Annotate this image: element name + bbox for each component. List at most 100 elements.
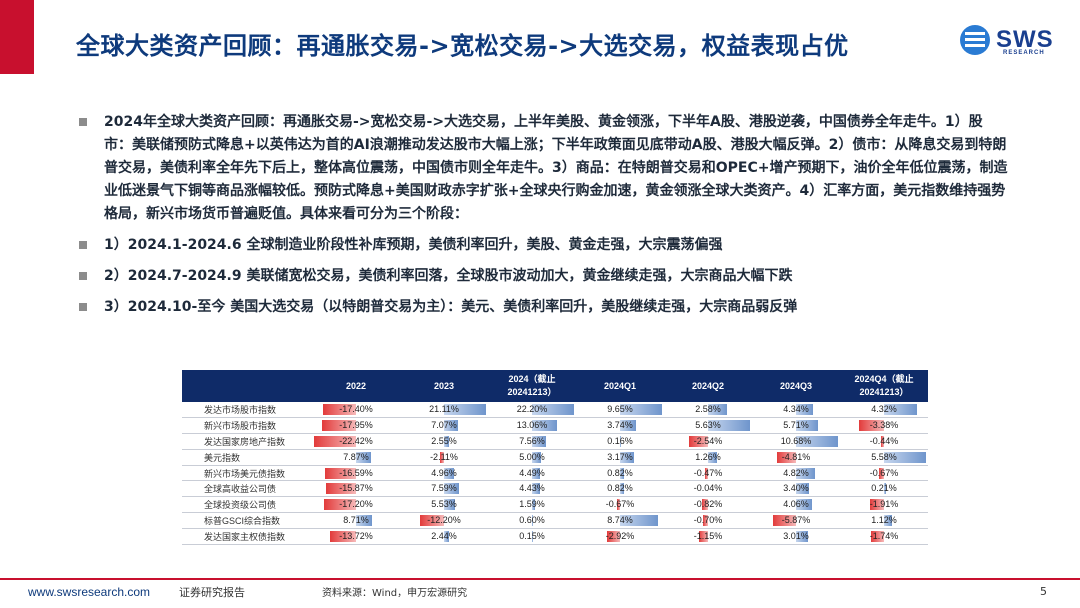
table-cell: 2.44% (400, 528, 488, 545)
cell-value: 4.43% (519, 483, 545, 494)
table-cell: -3.38% (840, 417, 928, 435)
cell-value: 5.00% (519, 451, 545, 462)
positive-data-bar (532, 436, 547, 448)
cell-value: 2.55% (431, 436, 457, 447)
cell-value: 5.71% (783, 420, 809, 431)
cell-value: -13.72% (339, 530, 373, 541)
table-cell: -0.67% (840, 465, 928, 482)
column-header: 2024Q4（截止20241213） (840, 370, 928, 402)
table-header-row: 2022 2023 2024（截止20241213） 2024Q1 2024Q2… (182, 370, 928, 402)
cell-value: 0.60% (519, 515, 545, 526)
negative-data-bar (701, 499, 708, 511)
cell-value: -0.44% (869, 436, 899, 447)
positive-data-bar (444, 530, 449, 542)
table-cell: 3.17% (576, 449, 664, 466)
cell-value: 8.71% (343, 515, 369, 526)
sws-logo-icon (960, 25, 990, 55)
positive-data-bar (620, 515, 659, 527)
cell-value: 3.40% (783, 483, 809, 494)
row-label: 发达国家房地产指数 (182, 433, 312, 450)
table-cell: 2.55% (400, 433, 488, 450)
cell-value: -17.95% (339, 420, 373, 431)
table-row: 发达国家房地产指数 -22.42% 2.55% 7.56% 0.16% -2.54% 10.… (182, 433, 928, 450)
table-cell: 1.26% (664, 449, 752, 466)
table-row: 全球高收益公司债 -15.87% 7.59% 4.43% 0.82% -0.04% 3.40… (182, 480, 928, 498)
cell-value: -12.20% (427, 515, 461, 526)
table-cell: -0.47% (664, 465, 752, 482)
cell-value: 4.34% (783, 404, 809, 414)
table-cell: -2.92% (576, 528, 664, 545)
positive-data-bar (884, 451, 926, 463)
positive-data-bar (708, 404, 728, 415)
page-number: 5 (1040, 585, 1047, 598)
table-cell: 3.01% (752, 528, 840, 545)
positive-data-bar (708, 420, 750, 432)
cell-value: -1.74% (869, 530, 899, 541)
positive-data-bar (532, 515, 534, 527)
table-cell: 3.74% (576, 417, 664, 435)
row-label: 美元指数 (182, 449, 312, 466)
positive-data-bar (532, 467, 541, 479)
logo-text: SWS (996, 26, 1054, 53)
positive-data-bar (444, 483, 460, 495)
column-header: 2024Q3 (752, 370, 840, 402)
row-label: 新兴市场股市指数 (182, 417, 312, 435)
table-cell: -4.81% (752, 449, 840, 466)
cell-value: -2.11% (430, 451, 458, 462)
cell-value: -1.15% (693, 530, 723, 541)
table-cell: 0.16% (576, 433, 664, 450)
column-header: 2024（截止20241213） (488, 370, 576, 402)
negative-data-bar (699, 530, 708, 542)
positive-data-bar (796, 499, 812, 511)
footer-website[interactable]: www.swsresearch.com (28, 585, 151, 599)
positive-data-bar (444, 499, 455, 511)
cell-value: -0.70% (693, 515, 723, 526)
cell-value: -1.91% (869, 499, 899, 510)
positive-data-bar (796, 436, 838, 448)
cell-value: -17.20% (339, 499, 373, 510)
table-cell: 7.87% (312, 449, 400, 466)
table-cell: 1.12% (840, 512, 928, 529)
table-cell: -0.82% (664, 496, 752, 514)
cell-value: 8.74% (607, 515, 633, 526)
bullet-item: 2024年全球大类资产回顾：再通胀交易->宽松交易->大选交易，上半年美股、黄金… (78, 111, 1008, 226)
positive-data-bar (532, 404, 574, 415)
table-cell: 21.11% (400, 402, 488, 419)
positive-data-bar (444, 420, 459, 432)
cell-value: -2.54% (693, 436, 723, 447)
cell-value: 2.58% (695, 404, 721, 414)
negative-data-bar (323, 499, 356, 511)
table-cell: 4.49% (488, 465, 576, 482)
bullet-list: 2024年全球大类资产回顾：再通胀交易->宽松交易->大选交易，上半年美股、黄金… (78, 111, 1008, 327)
negative-data-bar (439, 451, 444, 463)
cell-value: 7.07% (431, 420, 457, 431)
cell-value: 4.96% (431, 467, 457, 478)
cell-value: 3.17% (607, 451, 633, 462)
cell-value: 1.12% (871, 515, 897, 526)
table-cell: -22.42% (312, 433, 400, 450)
table-row: 美元指数 7.87% -2.11% 5.00% 3.17% 1.26% -4.81% 5.58… (182, 449, 928, 466)
negative-data-bar (869, 499, 884, 511)
positive-data-bar (796, 467, 815, 479)
column-header: 2022 (312, 370, 400, 402)
table-cell: 0.15% (488, 528, 576, 545)
cell-value: -0.67% (605, 499, 635, 510)
table-cell: 8.74% (576, 512, 664, 529)
table-row: 发达市场股市指数 -17.40% 21.11% 22.20% 9.65% 2.58% 4.3… (182, 402, 928, 419)
positive-data-bar (444, 467, 454, 479)
positive-data-bar (884, 483, 886, 495)
cell-value: 0.82% (607, 483, 633, 494)
footer-divider (0, 578, 1080, 580)
cell-value: -2.92% (605, 530, 635, 541)
negative-data-bar (419, 515, 444, 527)
cell-value: 1.59% (519, 499, 545, 510)
footer-doc-type: 证券研究报告 (179, 586, 245, 599)
table-cell: -13.72% (312, 528, 400, 545)
table-cell: -0.67% (576, 496, 664, 514)
row-label: 全球高收益公司债 (182, 480, 312, 498)
positive-data-bar (884, 515, 893, 527)
table-cell: 8.71% (312, 512, 400, 529)
page-title: 全球大类资产回顾：再通胀交易->宽松交易->大选交易，权益表现占优 (76, 32, 849, 60)
cell-value: 5.58% (871, 451, 897, 462)
table-cell: 0.82% (576, 465, 664, 482)
